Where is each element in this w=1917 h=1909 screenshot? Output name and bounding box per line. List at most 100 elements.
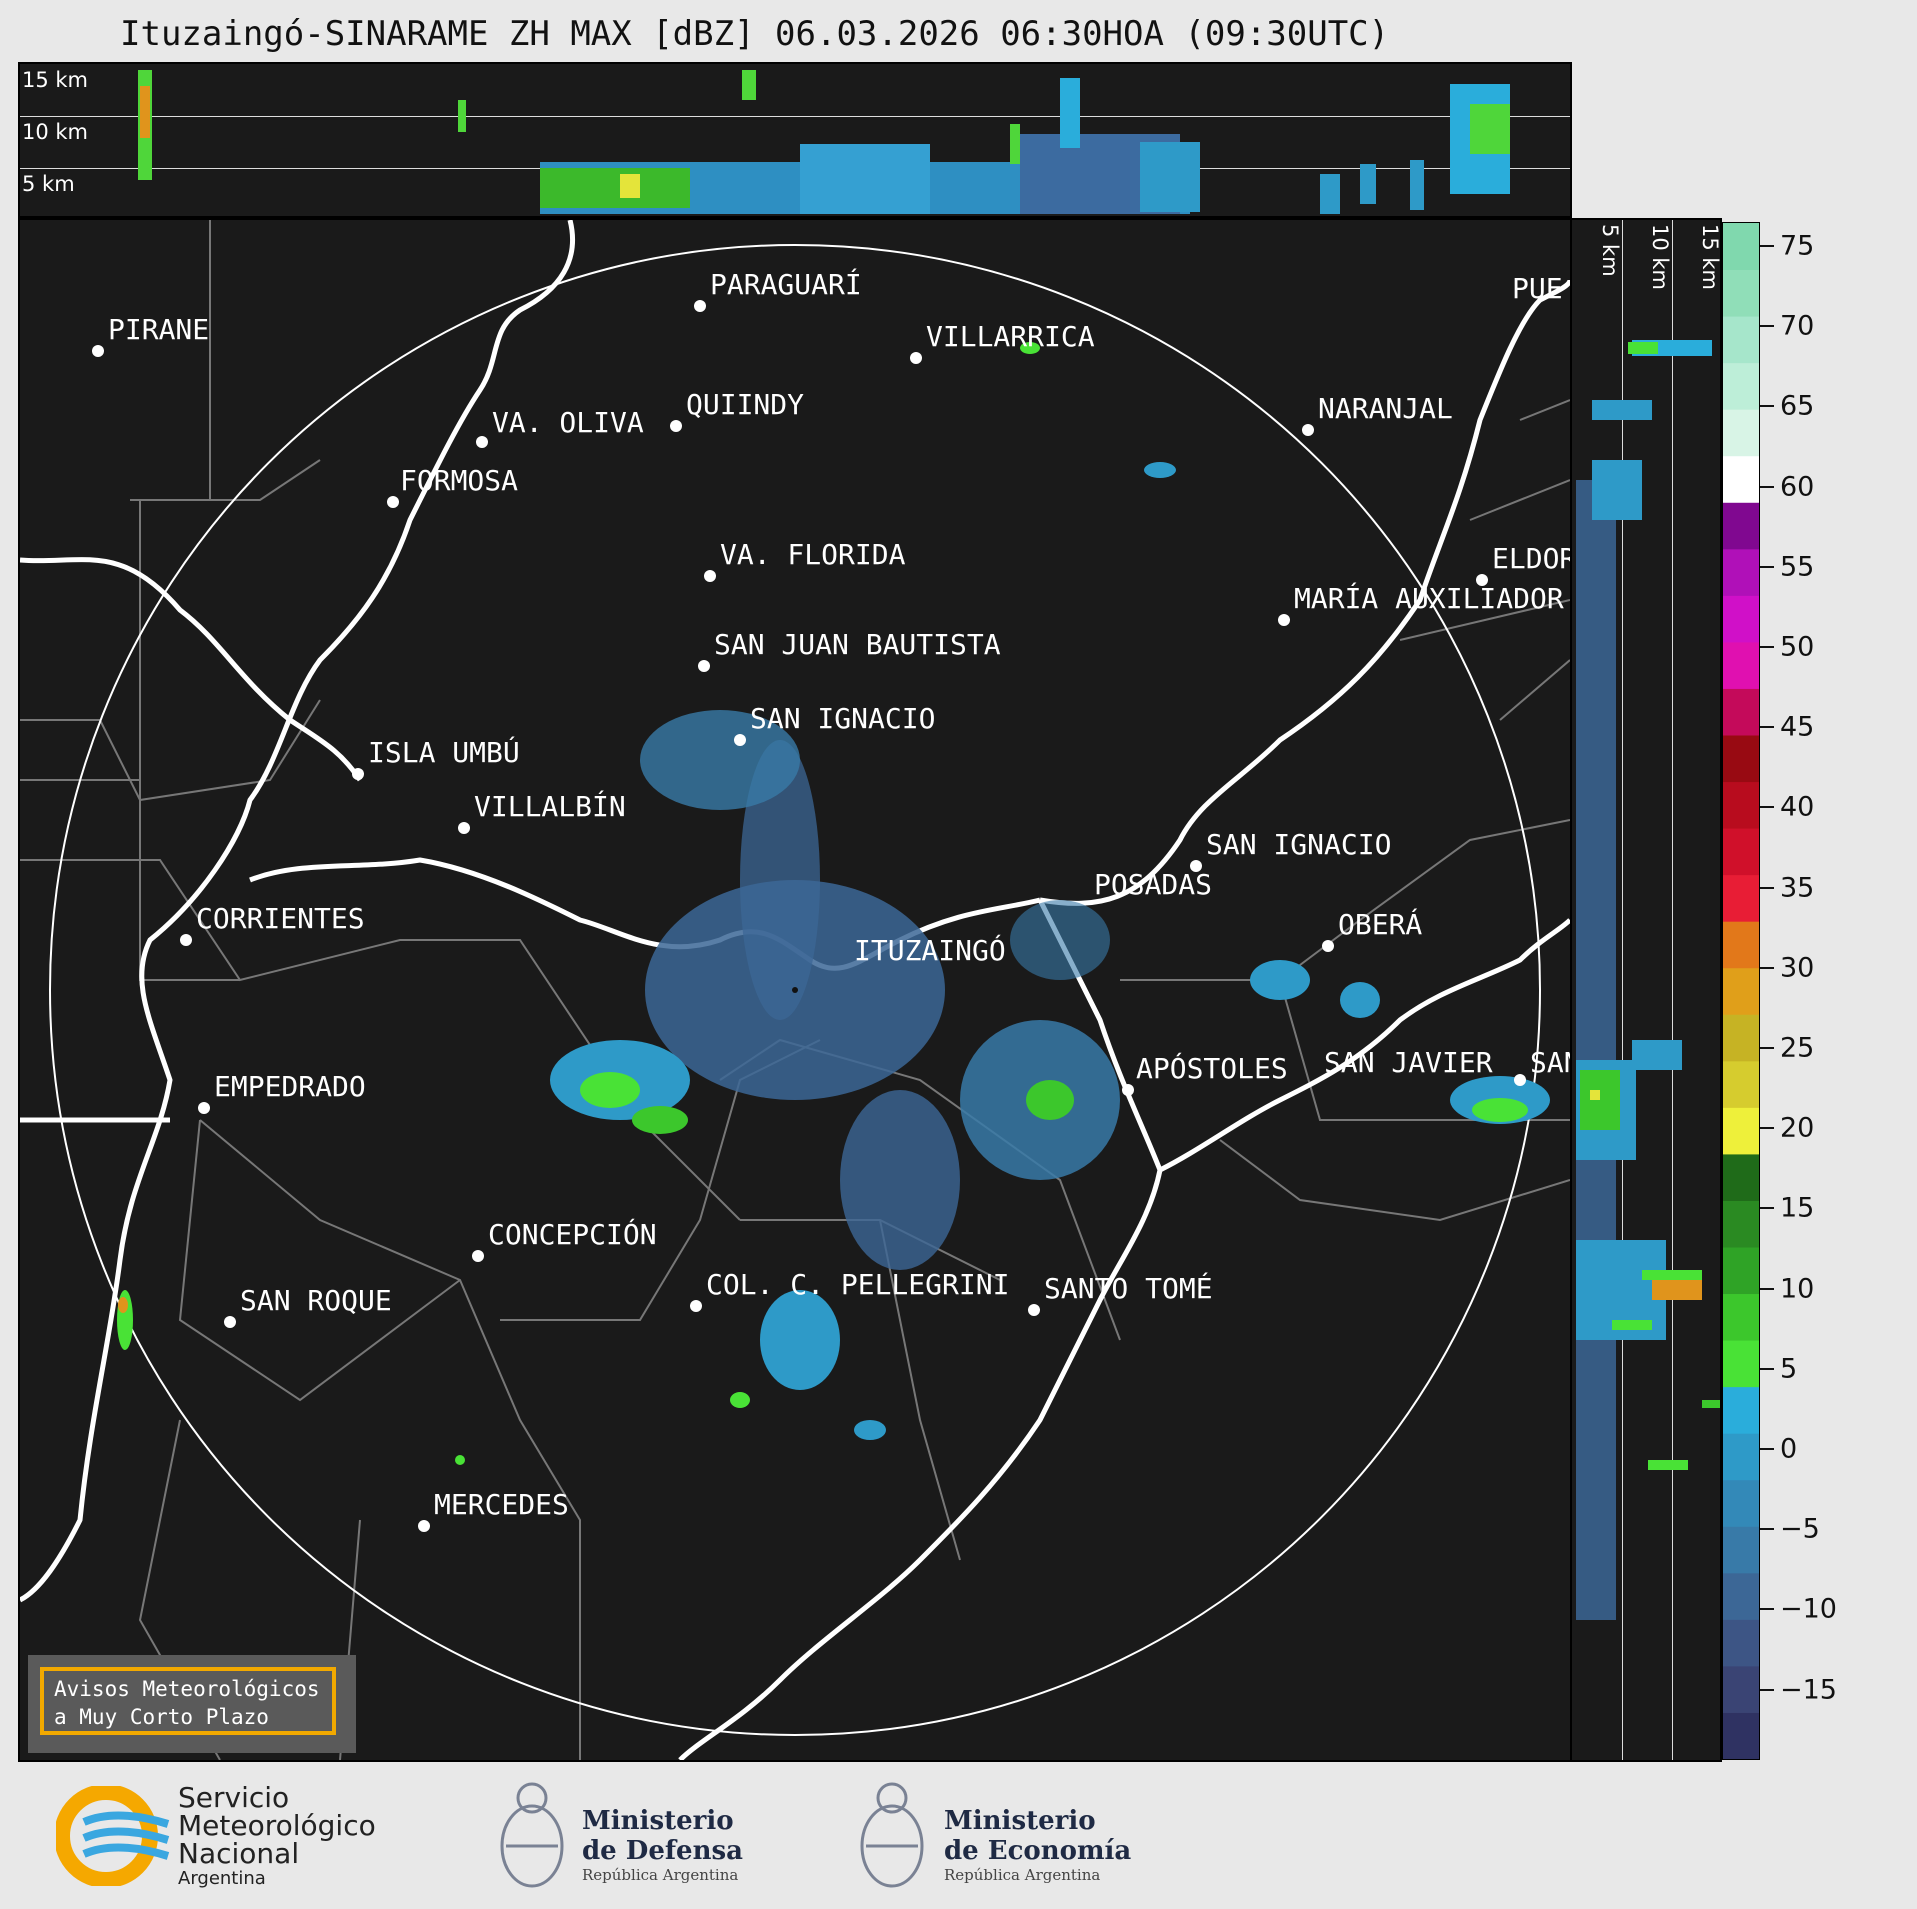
city-label-va-oliva: VA. OLIVA bbox=[492, 406, 644, 439]
colorbar-segment bbox=[1723, 1619, 1759, 1667]
colorbar-tick-mark bbox=[1760, 646, 1774, 648]
smn-logo-icon bbox=[54, 1784, 170, 1888]
side-height-label-15km: 15 km bbox=[1698, 224, 1722, 291]
colorbar-tick-mark bbox=[1760, 1608, 1774, 1611]
city-dot bbox=[1278, 614, 1290, 626]
city-label-empedrado: EMPEDRADO bbox=[214, 1070, 366, 1103]
colorbar-tick-mark bbox=[1760, 1367, 1774, 1370]
city-dot bbox=[1322, 940, 1334, 952]
city-label-pue: PUE bbox=[1512, 272, 1563, 305]
city-dot bbox=[472, 1250, 484, 1262]
colorbar-tick-label: 0 bbox=[1780, 1433, 1798, 1465]
smn-logo bbox=[54, 1784, 176, 1888]
city-label-pirane: PIRANE bbox=[108, 313, 210, 346]
colorbar-tick-mark bbox=[1760, 1528, 1774, 1531]
colorbar-tick-mark bbox=[1760, 325, 1774, 328]
height-line-5km-vertical bbox=[1622, 220, 1623, 1760]
city-dot bbox=[734, 734, 746, 746]
city-label-formosa: FORMOSA bbox=[400, 464, 519, 497]
economia-line-2: de Economía bbox=[944, 1836, 1132, 1866]
colorbar-segment bbox=[1723, 409, 1759, 457]
colorbar-tick-label: 25 bbox=[1780, 1032, 1815, 1064]
colorbar-segment bbox=[1723, 1665, 1759, 1713]
colorbar-segment bbox=[1723, 874, 1759, 922]
colorbar-segment bbox=[1723, 548, 1759, 596]
city-label-villalbin: VILLALBÍN bbox=[474, 790, 626, 823]
warning-line-1: Avisos Meteorológicos bbox=[54, 1677, 320, 1701]
colorbar bbox=[1722, 222, 1760, 1760]
city-label-san: SAN bbox=[1530, 1046, 1570, 1079]
colorbar-tick-label: 30 bbox=[1780, 952, 1815, 984]
colorbar-segment bbox=[1723, 316, 1759, 364]
colorbar-tick-mark bbox=[1760, 485, 1774, 488]
colorbar-tick-label: −5 bbox=[1780, 1513, 1820, 1545]
city-dot bbox=[418, 1520, 430, 1532]
city-label-paraguari: PARAGUARÍ bbox=[710, 268, 862, 301]
colorbar-tick-mark bbox=[1760, 806, 1774, 809]
city-dot bbox=[698, 660, 710, 672]
city-dot bbox=[1302, 424, 1314, 436]
city-label-san-roque: SAN ROQUE bbox=[240, 1284, 392, 1317]
city-dot bbox=[352, 768, 364, 780]
economia-line-3: República Argentina bbox=[944, 1866, 1101, 1884]
colorbar-tick-mark bbox=[1760, 726, 1774, 729]
colorbar-segment bbox=[1723, 269, 1759, 317]
city-label-ituzaingo: ITUZAINGÓ bbox=[854, 934, 1006, 967]
warning-box-border: Avisos Meteorológicos a Muy Corto Plazo bbox=[40, 1667, 336, 1735]
top-echo-profile bbox=[138, 70, 1510, 214]
city-label-mercedes: MERCEDES bbox=[434, 1488, 569, 1521]
city-label-santo-tome: SANTO TOMÉ bbox=[1044, 1272, 1213, 1305]
city-label-apostoles: APÓSTOLES bbox=[1136, 1052, 1288, 1085]
warning-box[interactable]: Avisos Meteorológicos a Muy Corto Plazo bbox=[28, 1655, 356, 1753]
city-dot bbox=[92, 345, 104, 357]
colorbar-tick-label: 5 bbox=[1780, 1353, 1798, 1385]
city-label-col-c-pellegrini: COL. C. PELLEGRINI bbox=[706, 1268, 1010, 1301]
colorbar-segment bbox=[1723, 1200, 1759, 1248]
city-dot bbox=[1028, 1304, 1040, 1316]
smn-logo-text: Servicio Meteorológico Nacional Argentin… bbox=[178, 1784, 376, 1890]
colorbar-segment bbox=[1723, 1293, 1759, 1341]
city-dot bbox=[1190, 860, 1202, 872]
admin-borders bbox=[20, 220, 1570, 1760]
colorbar-segment bbox=[1723, 595, 1759, 643]
height-label-10km: 10 km bbox=[22, 120, 89, 144]
city-dot bbox=[704, 570, 716, 582]
colorbar-segment bbox=[1723, 1107, 1759, 1155]
colorbar-tick-mark bbox=[1760, 1688, 1774, 1691]
city-dot bbox=[1122, 1084, 1134, 1096]
colorbar-segment bbox=[1723, 921, 1759, 969]
colorbar-tick-label: 55 bbox=[1780, 551, 1815, 583]
city-label-san-javier: SAN JAVIER bbox=[1324, 1046, 1493, 1079]
colorbar-segment bbox=[1723, 1247, 1759, 1295]
city-dot bbox=[910, 352, 922, 364]
colorbar-segment bbox=[1723, 781, 1759, 829]
warning-line-2: a Muy Corto Plazo bbox=[54, 1705, 269, 1729]
economia-line-1: Ministerio bbox=[944, 1806, 1096, 1836]
city-label-san-juan-bautista: SAN JUAN BAUTISTA bbox=[714, 628, 1001, 661]
colorbar-segment bbox=[1723, 502, 1759, 550]
range-ring bbox=[49, 244, 1541, 1736]
colorbar-segment bbox=[1723, 1433, 1759, 1481]
colorbar-tick-label: 40 bbox=[1780, 791, 1815, 823]
city-label-concepcion: CONCEPCIÓN bbox=[488, 1218, 657, 1251]
city-dot bbox=[387, 496, 399, 508]
colorbar-segment bbox=[1723, 967, 1759, 1015]
radar-site-marker bbox=[792, 987, 798, 993]
side-height-label-5km: 5 km bbox=[1598, 224, 1622, 277]
colorbar-tick-label: 10 bbox=[1780, 1273, 1815, 1305]
city-label-naranjal: NARANJAL bbox=[1318, 392, 1453, 425]
colorbar-segment bbox=[1723, 1014, 1759, 1062]
defensa-logo-text: Ministerio de Defensa República Argentin… bbox=[582, 1806, 743, 1884]
defensa-line-2: de Defensa bbox=[582, 1836, 743, 1866]
colorbar-tick-label: 15 bbox=[1780, 1192, 1815, 1224]
colorbar-tick-label: 70 bbox=[1780, 310, 1815, 342]
colorbar-segment bbox=[1723, 1060, 1759, 1108]
height-line-10km-vertical bbox=[1672, 220, 1673, 1760]
colorbar-tick-label: 65 bbox=[1780, 390, 1815, 422]
city-dot bbox=[476, 436, 488, 448]
city-dot bbox=[1514, 1074, 1526, 1086]
economia-coat-of-arms-icon bbox=[854, 1776, 930, 1900]
colorbar-tick-mark bbox=[1760, 565, 1774, 568]
colorbar-tick-label: 60 bbox=[1780, 471, 1815, 503]
smn-line-2: Meteorológico bbox=[178, 1809, 376, 1842]
